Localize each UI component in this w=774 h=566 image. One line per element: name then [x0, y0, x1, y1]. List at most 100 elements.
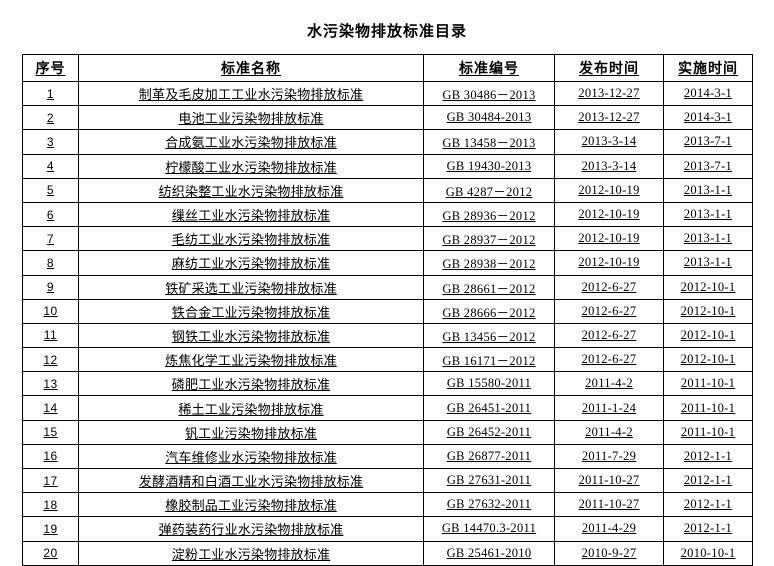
table-row: 14 稀土工业污染物排放标准 GB 26451-2011 2011-1-24 2011-… — [22, 395, 753, 421]
row-standard-name: 纺织染整工业水污染物排放标准 — [78, 177, 424, 203]
row-standard-code-text: GB 14470.3-2011 — [441, 521, 537, 536]
row-effective-date-text: 2012-10-1 — [680, 352, 736, 367]
row-seq-text: 19 — [43, 521, 58, 536]
row-effective-date-text: 2014-3-1 — [683, 86, 733, 101]
row-seq: 2 — [22, 105, 79, 131]
row-standard-name: 汽车维修业水污染物排放标准 — [78, 443, 424, 470]
row-publish-date-text: 2011-7-29 — [581, 448, 637, 463]
row-seq-text: 16 — [43, 449, 58, 464]
table-row: 19 弹药装药行业水污染物排放标准 GB 14470.3-2011 2011-4-29… — [22, 516, 753, 542]
row-standard-name-text: 稀土工业污染物排放标准 — [178, 401, 324, 417]
row-standard-code-text: GB 19430-2013 — [446, 158, 532, 173]
row-seq: 16 — [22, 443, 79, 470]
row-standard-name: 稀土工业污染物排放标准 — [78, 395, 424, 421]
row-standard-code: GB 26452-2011 — [423, 419, 555, 445]
row-publish-date: 2013-3-14 — [554, 129, 664, 155]
row-effective-date: 2011-10-1 — [663, 419, 753, 445]
row-publish-date: 2012-10-19 — [554, 250, 664, 276]
row-publish-date-text: 2012-6-27 — [581, 303, 637, 318]
row-standard-code-text: GB 4287－2012 — [445, 184, 533, 199]
row-effective-date: 2012-10-1 — [663, 298, 753, 324]
row-publish-date-text: 2011-4-29 — [581, 521, 637, 536]
table-row: 2 电池工业污染物排放标准 GB 30484-2013 2013-12-27 2014-… — [22, 105, 753, 131]
column-header-code-label: 标准编号 — [459, 60, 519, 76]
row-standard-code: GB 28666－2012 — [423, 298, 555, 324]
column-header-seq-label: 序号 — [35, 60, 66, 76]
row-standard-code-text: GB 26452-2011 — [446, 424, 532, 439]
table-row: 17 发酵酒精和白酒工业水污染物排放标准 GB 27631-2011 2011-10-… — [22, 467, 753, 494]
row-standard-code-text: GB 28661－2012 — [442, 281, 536, 296]
row-publish-date-text: 2011-4-2 — [585, 376, 633, 391]
row-seq: 17 — [22, 467, 79, 494]
row-effective-date-text: 2012-1-1 — [683, 448, 733, 463]
row-standard-name-text: 柠檬酸工业水污染物排放标准 — [165, 159, 337, 175]
row-seq-text: 1 — [46, 86, 55, 101]
row-seq-text: 8 — [46, 255, 55, 270]
row-standard-name: 橡胶制品工业污染物排放标准 — [78, 492, 424, 518]
row-publish-date-text: 2012-6-27 — [581, 279, 637, 294]
row-publish-date: 2012-6-27 — [554, 322, 664, 349]
table-body: 1 制革及毛皮加工工业水污染物排放标准 GB 30486－2013 2013-12-2… — [22, 80, 753, 566]
table-row: 11 钢铁工业水污染物排放标准 GB 13456－2012 2012-6-27 2012… — [22, 322, 753, 349]
row-effective-date: 2013-1-1 — [663, 201, 753, 228]
row-standard-code-text: GB 16171－2012 — [442, 354, 536, 369]
row-standard-name: 麻纺工业水污染物排放标准 — [78, 250, 424, 276]
row-effective-date: 2012-10-1 — [663, 347, 753, 373]
row-standard-code: GB 15580-2011 — [423, 371, 555, 397]
row-publish-date: 2013-3-14 — [554, 153, 664, 179]
row-seq-text: 20 — [43, 546, 58, 561]
table-row: 4 柠檬酸工业水污染物排放标准 GB 19430-2013 2013-3-14 2013… — [22, 153, 753, 179]
column-header-code: 标准编号 — [423, 54, 555, 82]
row-effective-date-text: 2012-1-1 — [683, 473, 733, 488]
row-seq-text: 4 — [46, 159, 55, 174]
table-row: 12 炼焦化学工业污染物排放标准 GB 16171－2012 2012-6-27 201… — [22, 347, 753, 373]
row-seq: 8 — [22, 250, 79, 276]
row-effective-date: 2012-10-1 — [663, 322, 753, 349]
row-seq-text: 5 — [46, 183, 55, 198]
row-standard-code: GB 14470.3-2011 — [423, 516, 555, 542]
row-standard-code-text: GB 26451-2011 — [446, 400, 532, 415]
row-effective-date-text: 2011-10-1 — [680, 424, 736, 439]
row-publish-date: 2012-6-27 — [554, 298, 664, 324]
row-standard-name-text: 弹药装药行业水污染物排放标准 — [158, 522, 344, 538]
row-effective-date: 2013-7-1 — [663, 153, 753, 179]
row-publish-date: 2012-10-19 — [554, 226, 664, 252]
row-standard-code-text: GB 26877-2011 — [446, 448, 532, 463]
row-publish-date-text: 2012-10-19 — [578, 182, 640, 197]
row-standard-code: GB 25461-2010 — [423, 540, 555, 566]
row-effective-date: 2014-3-1 — [663, 105, 753, 131]
row-standard-code: GB 28937－2012 — [423, 226, 555, 252]
table-row: 5 纺织染整工业水污染物排放标准 GB 4287－2012 2012-10-19 201… — [22, 177, 753, 203]
row-standard-code: GB 19430-2013 — [423, 153, 555, 179]
row-standard-name: 钒工业污染物排放标准 — [78, 419, 424, 445]
row-publish-date-text: 2012-10-19 — [578, 255, 640, 270]
row-seq-text: 17 — [43, 473, 58, 488]
row-standard-name: 磷肥工业水污染物排放标准 — [78, 371, 424, 397]
row-publish-date-text: 2013-12-27 — [578, 86, 640, 101]
row-seq-text: 11 — [43, 328, 58, 343]
row-publish-date: 2012-6-27 — [554, 274, 664, 300]
row-standard-name-text: 汽车维修业水污染物排放标准 — [165, 449, 337, 465]
row-seq-text: 10 — [43, 304, 58, 319]
row-effective-date: 2010-10-1 — [663, 540, 753, 566]
row-standard-name-text: 发酵酒精和白酒工业水污染物排放标准 — [138, 474, 364, 490]
row-standard-name-text: 毛纺工业水污染物排放标准 — [171, 232, 331, 248]
row-effective-date-text: 2011-10-1 — [680, 376, 736, 391]
row-standard-name: 炼焦化学工业污染物排放标准 — [78, 347, 424, 373]
row-publish-date-text: 2013-3-14 — [581, 134, 637, 149]
row-standard-name: 毛纺工业水污染物排放标准 — [78, 226, 424, 252]
row-effective-date: 2012-1-1 — [663, 467, 753, 494]
row-standard-code: GB 28936－2012 — [423, 201, 555, 228]
row-publish-date-text: 2013-3-14 — [581, 158, 637, 173]
row-standard-name: 柠檬酸工业水污染物排放标准 — [78, 153, 424, 179]
row-publish-date: 2011-10-27 — [554, 467, 664, 494]
row-standard-code: GB 30486－2013 — [423, 80, 555, 107]
page-root: 水污染物排放标准目录 序号 标准名称 标准编号 发布时间 实施时间 1 制革及毛皮… — [22, 23, 753, 566]
row-publish-date-text: 2011-10-27 — [578, 497, 640, 512]
page-title: 水污染物排放标准目录 — [306, 23, 467, 40]
table-row: 18 橡胶制品工业污染物排放标准 GB 27632-2011 2011-10-27 20… — [22, 492, 753, 518]
row-publish-date: 2011-4-29 — [554, 516, 664, 542]
row-standard-name-text: 淀粉工业水污染物排放标准 — [171, 546, 331, 562]
row-standard-code: GB 26451-2011 — [423, 395, 555, 421]
row-seq-text: 18 — [43, 497, 58, 512]
